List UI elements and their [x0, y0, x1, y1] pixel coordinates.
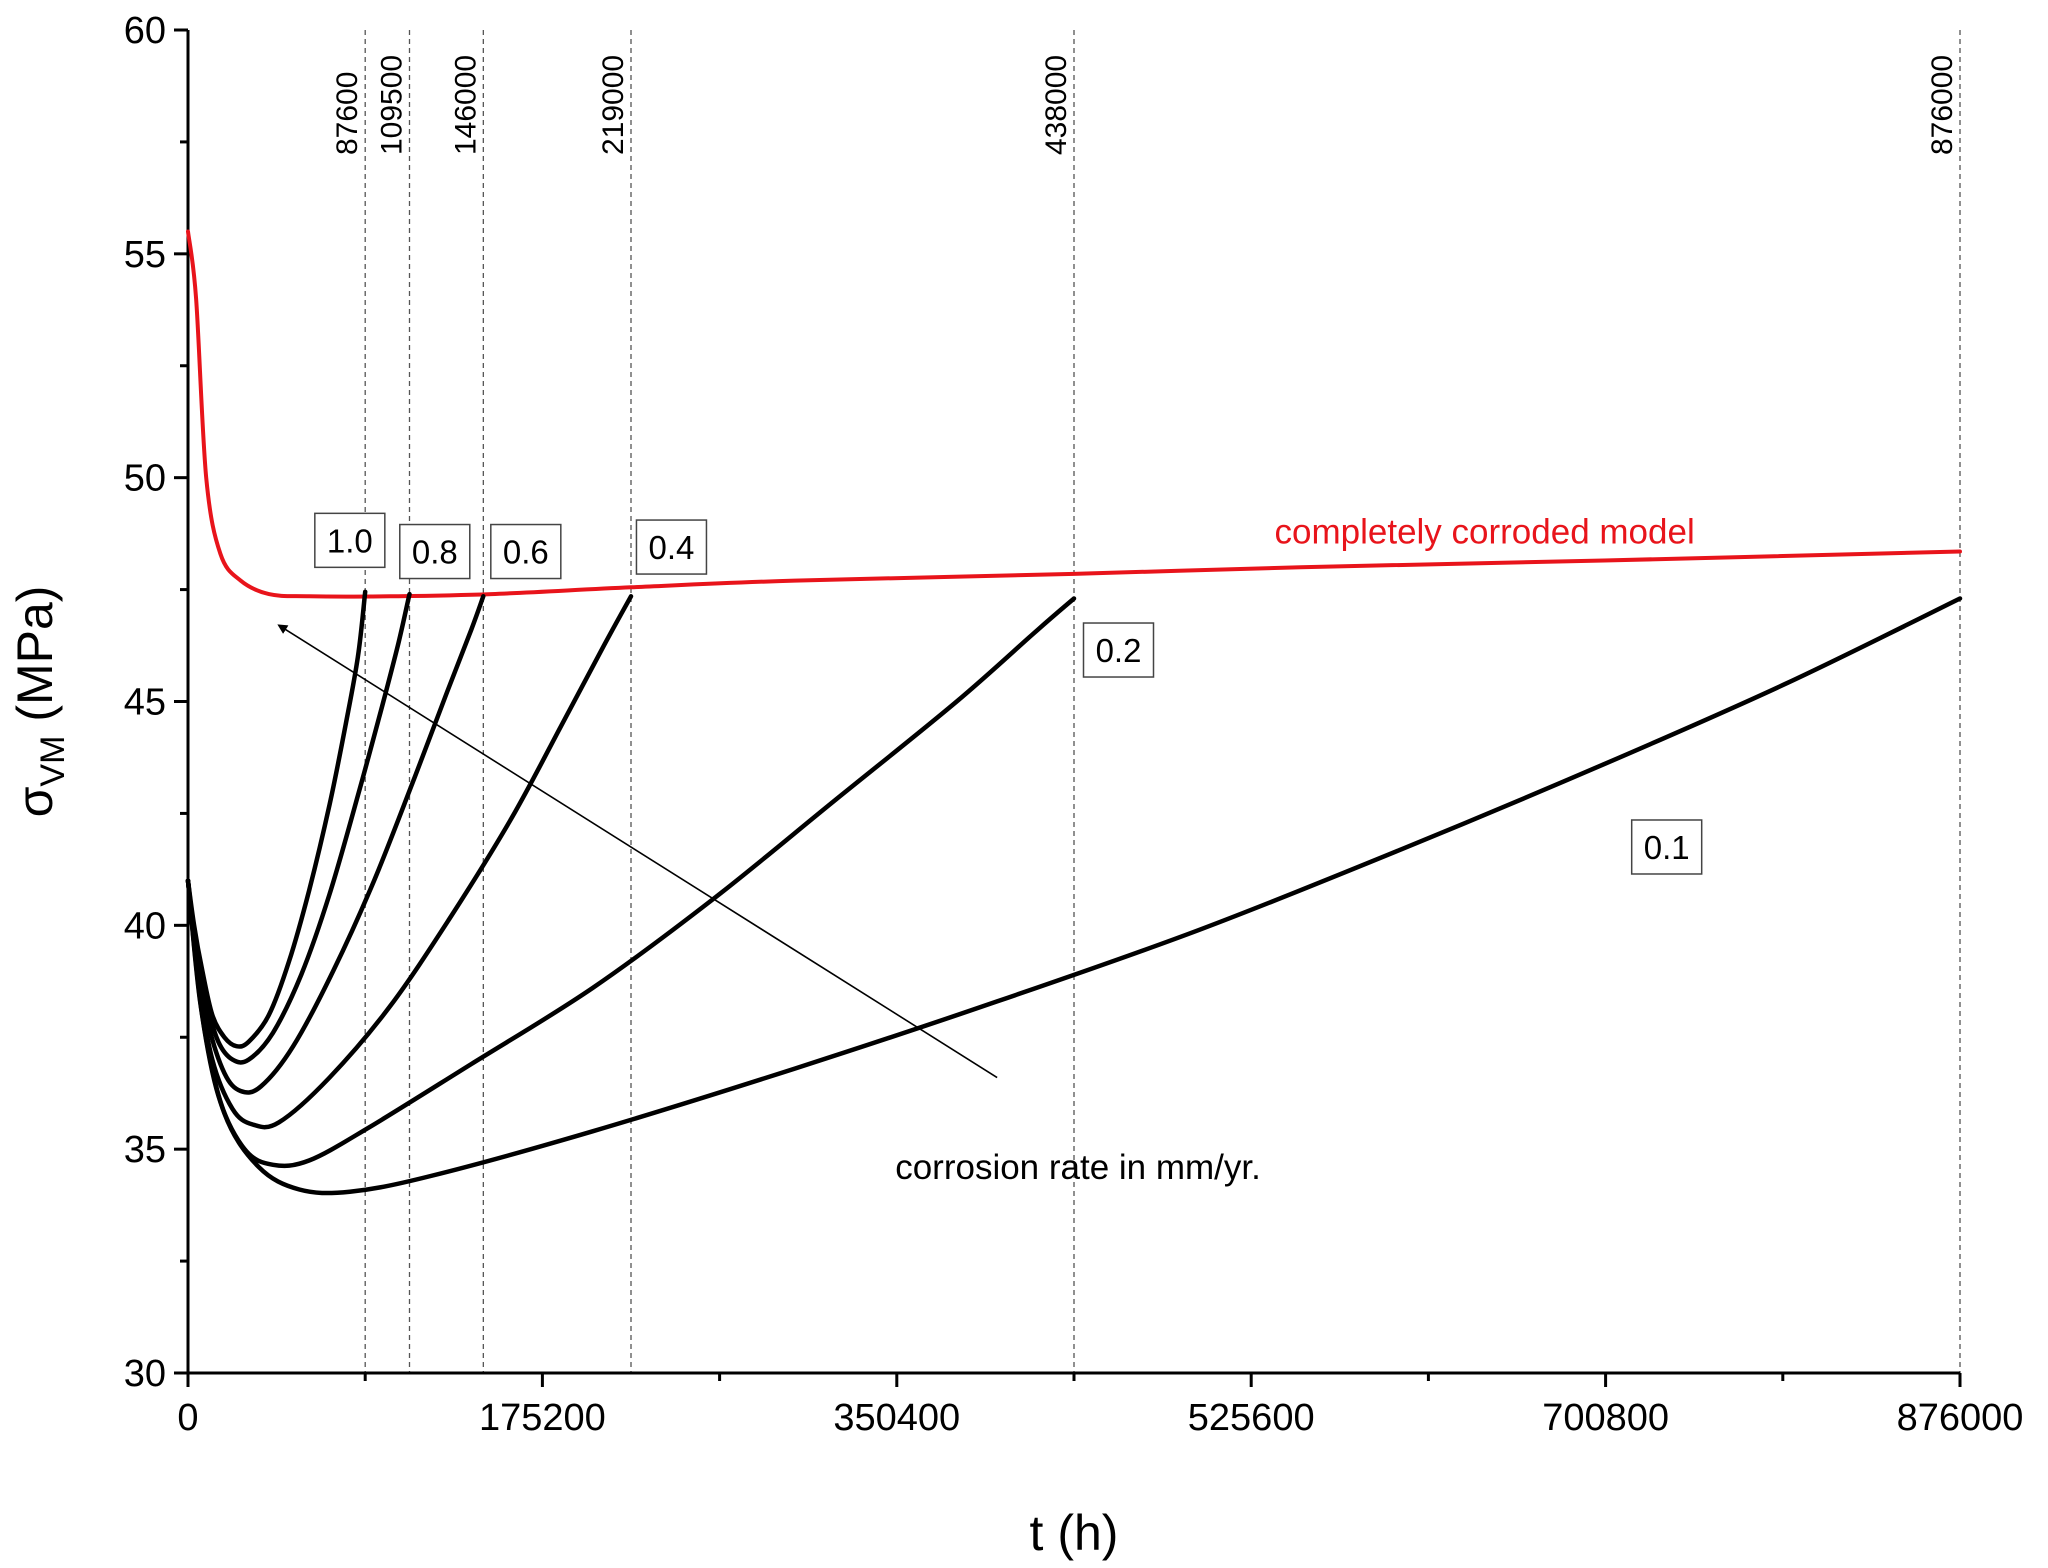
series-line-0-1 — [185, 596, 1963, 1196]
label-text: 0.6 — [503, 534, 549, 571]
x-tick-label: 876000 — [1897, 1397, 2024, 1439]
reference-line-label: 876000 — [1926, 55, 1959, 155]
series-line-0-6 — [185, 594, 486, 1095]
x-tick-label: 700800 — [1542, 1397, 1669, 1439]
axes: 30 35 40 45 50 55 60 0 175200 350400 525600 700800 8… — [124, 10, 2024, 1439]
y-tick-label: 55 — [124, 234, 166, 276]
annotation-arrow — [277, 624, 998, 1079]
annotation-text: corrosion rate in mm/yr. — [895, 1148, 1261, 1187]
reference-line-label: 109500 — [376, 55, 409, 155]
y-axis-title: σVM (MPa) — [7, 586, 72, 818]
series-line-0-2 — [185, 596, 1077, 1169]
series-line-1-0 — [185, 589, 368, 1049]
y-tick-label: 35 — [124, 1129, 166, 1171]
reference-line-label: 87600 — [331, 72, 364, 155]
x-tick-label: 525600 — [1188, 1397, 1315, 1439]
x-tick-label: 0 — [177, 1397, 198, 1439]
reference-line-label: 438000 — [1040, 55, 1073, 155]
label-box — [635, 519, 708, 575]
reference-lines: 87600 109500 146000 219000 438000 876000 — [331, 30, 1961, 1373]
x-axis-title: t (h) — [1030, 1505, 1119, 1561]
label-text: 1.0 — [327, 522, 373, 559]
y-tick-label: 30 — [124, 1353, 166, 1395]
series-box-label: 0.1 — [1630, 819, 1703, 875]
series-line-0-8 — [185, 591, 412, 1065]
label-box — [1082, 622, 1155, 678]
labels-layer: 1.0 0.8 0.6 0.4 0.2 0.1 completely corroded mo… — [277, 512, 1703, 1187]
y-tick-label: 45 — [124, 682, 166, 724]
label-box — [314, 512, 386, 569]
series-box-label: 0.8 — [399, 523, 471, 580]
x-tick-label: 175200 — [479, 1397, 606, 1439]
x-tick-label: 350400 — [833, 1397, 960, 1439]
red-series-label: completely corroded model — [1275, 512, 1695, 551]
series-box-label: 0.6 — [490, 523, 562, 580]
series-line-completely-corroded-model — [186, 229, 1962, 599]
series-layer — [185, 229, 1963, 1196]
label-text: 0.1 — [1644, 829, 1690, 866]
y-tick-label: 50 — [124, 458, 166, 500]
label-box — [490, 523, 562, 580]
series-box-label: 1.0 — [314, 512, 386, 569]
label-text: 0.2 — [1096, 632, 1142, 669]
y-tick-label: 40 — [124, 905, 166, 947]
reference-line-label: 146000 — [449, 55, 482, 155]
label-box — [399, 523, 471, 580]
y-tick-label: 60 — [124, 10, 166, 52]
label-box — [1630, 819, 1703, 875]
reference-line-label: 219000 — [597, 55, 630, 155]
series-box-label: 0.4 — [635, 519, 708, 575]
label-text: 0.4 — [649, 529, 695, 566]
series-box-label: 0.2 — [1082, 622, 1155, 678]
label-text: 0.8 — [412, 534, 458, 571]
